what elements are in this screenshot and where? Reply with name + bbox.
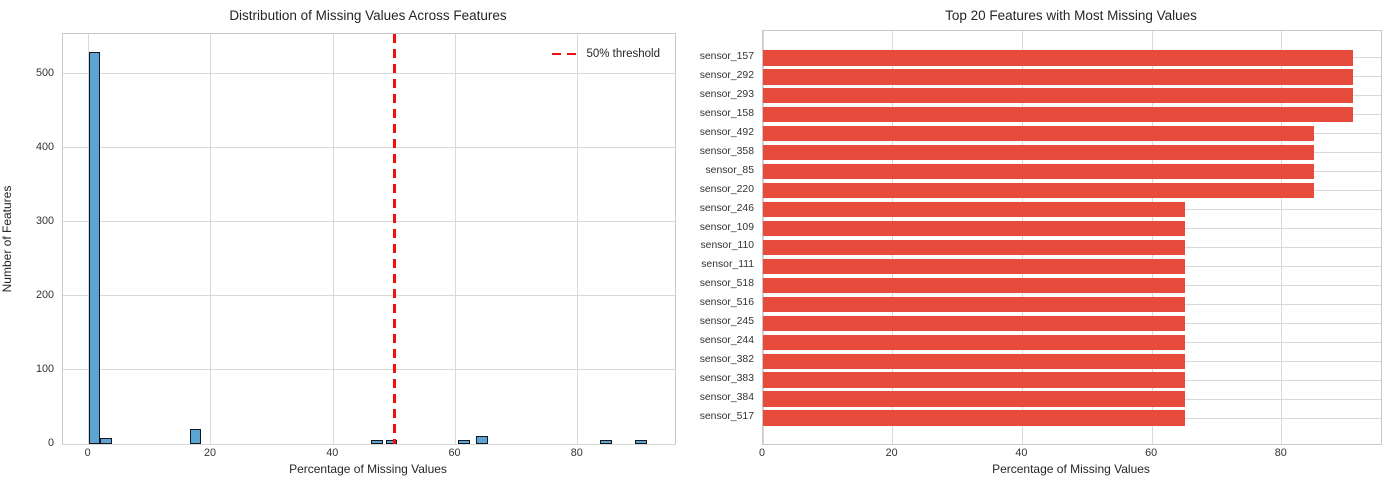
y-tick-label: 300 [35, 214, 54, 227]
bar-sensor_109 [763, 220, 1185, 237]
histogram-bar [189, 429, 202, 444]
gridline-h [63, 443, 675, 445]
category-label-sensor_110: sensor_110 [700, 240, 754, 252]
bar-sensor_245 [763, 315, 1185, 331]
gridline-v [763, 31, 764, 444]
histogram-bar [385, 440, 398, 444]
category-label-sensor_109: sensor_109 [699, 221, 754, 233]
top20-plot-area [762, 30, 1382, 445]
bar-sensor_110 [763, 239, 1185, 256]
left-chart-ylabel: Number of Features [0, 185, 14, 293]
bar-sensor_384 [763, 391, 1185, 407]
gridline-v [332, 34, 334, 444]
left-chart-xlabel: Percentage of Missing Values [289, 462, 447, 476]
gridline-v [892, 31, 894, 444]
bar-sensor_244 [763, 334, 1185, 350]
x-tick-label: 60 [448, 447, 461, 459]
y-tick-label: 200 [35, 288, 54, 301]
category-label-sensor_492: sensor_492 [699, 126, 754, 138]
bar-sensor_358 [763, 145, 1315, 161]
category-label-sensor_85: sensor_85 [705, 164, 754, 176]
gridline-v [210, 34, 212, 444]
gridline-v [1021, 31, 1023, 444]
category-label-sensor_158: sensor_158 [699, 107, 754, 119]
histogram-bar [600, 440, 613, 444]
bar-sensor_85 [763, 164, 1315, 180]
histogram-bar [635, 440, 647, 444]
bar-sensor_158 [763, 107, 1354, 123]
x-tick-label: 20 [885, 447, 898, 459]
x-tick-label: 20 [203, 447, 216, 459]
histogram-bar [88, 51, 101, 444]
histogram-bar [371, 440, 383, 444]
histogram-bar [457, 440, 470, 444]
bar-sensor_246 [763, 201, 1185, 218]
category-label-sensor_111: sensor_111 [701, 259, 754, 271]
x-tick-label: 0 [84, 447, 91, 459]
right-chart-xlabel: Percentage of Missing Values [992, 462, 1150, 476]
category-label-sensor_517: sensor_517 [699, 411, 754, 422]
gridline-v [455, 34, 456, 444]
category-label-sensor_516: sensor_516 [699, 297, 754, 309]
category-label-sensor_384: sensor_384 [699, 392, 754, 404]
gridline-v [1151, 31, 1153, 444]
x-tick-label: 80 [570, 447, 583, 459]
bar-sensor_516 [763, 296, 1185, 312]
bar-sensor_383 [763, 372, 1185, 388]
x-tick-label: 40 [326, 447, 339, 459]
category-label-sensor_246: sensor_246 [699, 202, 754, 214]
y-tick-label: 400 [35, 140, 54, 153]
bar-sensor_517 [763, 410, 1185, 426]
category-label-sensor_220: sensor_220 [699, 183, 754, 195]
category-label-sensor_244: sensor_244 [699, 335, 754, 347]
right-chart-title: Top 20 Features with Most Missing Values [945, 8, 1197, 23]
histogram-plot-area: 50% threshold [62, 33, 676, 445]
y-tick-label: 100 [35, 362, 54, 375]
bar-sensor_293 [763, 88, 1354, 104]
legend: 50% threshold [552, 43, 660, 65]
y-tick-label: 0 [47, 437, 54, 449]
gridline-h [63, 73, 675, 75]
bar-sensor_111 [763, 258, 1185, 275]
category-label-sensor_383: sensor_383 [699, 373, 754, 385]
category-label-sensor_518: sensor_518 [699, 278, 754, 290]
x-tick-label: 40 [1015, 447, 1028, 459]
gridline-v [1281, 31, 1283, 444]
legend-label: 50% threshold [586, 48, 660, 60]
bar-sensor_157 [763, 50, 1354, 66]
category-label-sensor_358: sensor_358 [699, 145, 754, 157]
histogram-bar [100, 438, 112, 444]
x-tick-label: 80 [1274, 447, 1287, 459]
gridline-v [577, 34, 579, 444]
category-label-sensor_382: sensor_382 [699, 354, 754, 366]
bar-sensor_382 [763, 353, 1185, 369]
x-tick-label: 60 [1145, 447, 1158, 459]
y-tick-label: 500 [35, 66, 54, 79]
bar-sensor_518 [763, 277, 1185, 293]
category-label-sensor_157: sensor_157 [699, 50, 754, 62]
category-label-sensor_293: sensor_293 [699, 88, 754, 100]
dashed-line-sample [552, 52, 577, 56]
left-chart-title: Distribution of Missing Values Across Fe… [229, 8, 507, 23]
gridline-h [63, 221, 675, 223]
category-label-sensor_292: sensor_292 [699, 69, 754, 81]
bar-sensor_292 [763, 69, 1354, 85]
bar-sensor_492 [763, 126, 1315, 142]
x-tick-label: 0 [758, 447, 765, 459]
category-label-sensor_245: sensor_245 [699, 316, 754, 328]
histogram-bar [476, 435, 488, 444]
gridline-h [63, 147, 675, 149]
bar-sensor_220 [763, 182, 1315, 199]
threshold-line [392, 34, 396, 444]
gridline-h [63, 369, 675, 371]
gridline-h [63, 295, 675, 297]
